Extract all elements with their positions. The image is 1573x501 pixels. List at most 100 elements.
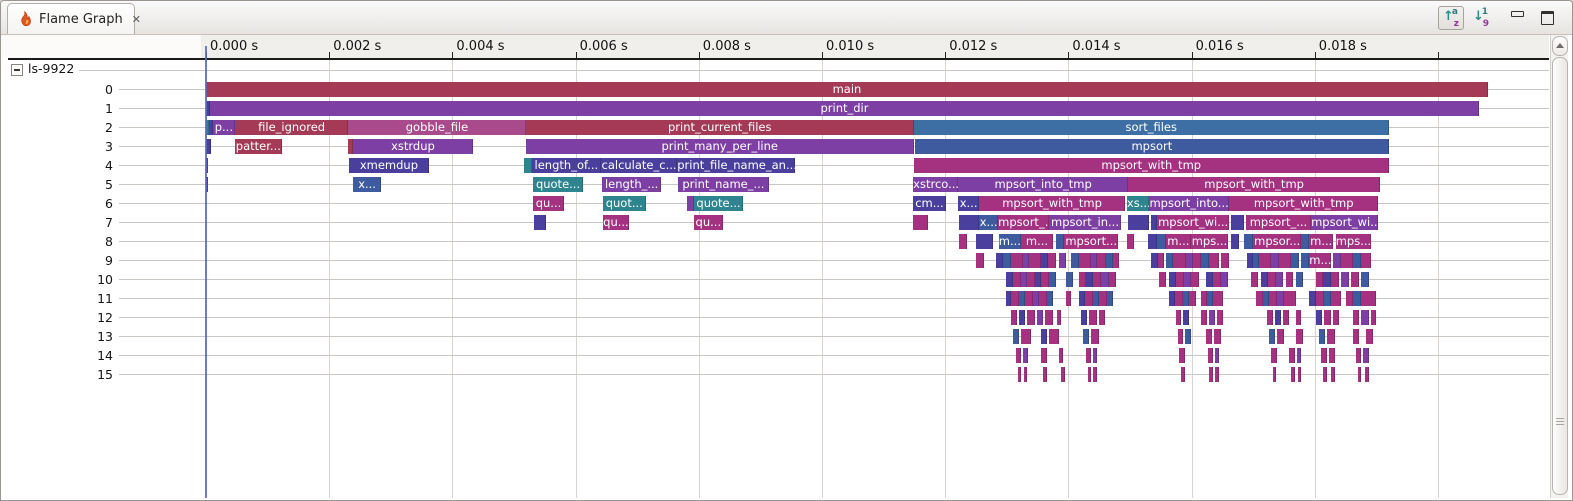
flame-bar[interactable] xyxy=(1041,272,1050,287)
flame-bar-p[interactable]: p... xyxy=(212,120,235,135)
flame-bar[interactable] xyxy=(1046,291,1053,306)
flame-bar-print_current_files[interactable]: print_current_files xyxy=(525,120,914,135)
flame-bar[interactable] xyxy=(1028,253,1042,268)
flame-bar[interactable] xyxy=(1221,272,1228,287)
flame-bar[interactable] xyxy=(1208,310,1215,325)
flame-bar[interactable] xyxy=(1093,367,1097,382)
flame-bar-mpsort[interactable]: mpsort xyxy=(915,139,1389,154)
flame-bar[interactable] xyxy=(1284,291,1296,306)
flame-bar[interactable] xyxy=(1285,272,1294,287)
depth-label-1[interactable]: 1 xyxy=(105,101,113,116)
flame-bar[interactable] xyxy=(206,101,210,116)
flame-bar[interactable] xyxy=(1213,291,1223,306)
flame-bar[interactable] xyxy=(1266,310,1273,325)
flame-bar[interactable] xyxy=(1221,253,1230,268)
flame-bar[interactable] xyxy=(209,120,213,135)
flame-bar-cm[interactable]: cm... xyxy=(913,196,946,211)
flame-bar[interactable] xyxy=(1182,291,1190,306)
flame-bar[interactable] xyxy=(206,139,211,154)
depth-label-9[interactable]: 9 xyxy=(105,253,113,268)
depth-label-7[interactable]: 7 xyxy=(105,215,113,230)
flame-bar[interactable] xyxy=(1324,310,1331,325)
flame-bar[interactable] xyxy=(1322,272,1331,287)
flame-bar-mpsort_with_tmp[interactable]: mpsort_with_tmp xyxy=(913,158,1389,173)
flame-bar[interactable] xyxy=(1277,291,1284,306)
flame-bar[interactable] xyxy=(1357,367,1361,382)
flame-bar[interactable] xyxy=(1208,253,1219,268)
flame-bar-mpsort_into[interactable]: mpsort_into... xyxy=(1149,196,1230,211)
flame-bar[interactable] xyxy=(1259,253,1272,268)
maximize-view-button[interactable] xyxy=(1534,6,1560,30)
flame-bar[interactable] xyxy=(1006,291,1012,306)
flame-bar[interactable] xyxy=(1208,367,1214,382)
flame-bar[interactable] xyxy=(1059,253,1066,268)
flame-bar[interactable] xyxy=(1184,272,1191,287)
flame-bar[interactable] xyxy=(1309,291,1317,306)
flame-bar-mps[interactable]: mps... xyxy=(1335,234,1371,249)
flame-bar[interactable] xyxy=(1324,291,1331,306)
flame-bar[interactable] xyxy=(1025,291,1034,306)
flame-bar-qu[interactable]: qu... xyxy=(693,215,723,230)
flame-bar[interactable] xyxy=(1080,310,1087,325)
flame-bar[interactable] xyxy=(1019,310,1026,325)
depth-label-4[interactable]: 4 xyxy=(105,158,113,173)
flame-bar[interactable] xyxy=(1024,367,1028,382)
flame-bar[interactable] xyxy=(1352,253,1361,268)
flame-bar[interactable] xyxy=(1319,329,1326,344)
flame-bar-m[interactable]: m... xyxy=(1020,234,1053,249)
flame-bar[interactable] xyxy=(1216,310,1223,325)
flame-bar-m[interactable]: m... xyxy=(1309,234,1334,249)
flame-bar[interactable] xyxy=(1078,253,1092,268)
flame-bar[interactable] xyxy=(1003,253,1012,268)
flame-bar[interactable] xyxy=(1099,310,1105,325)
flame-bar-length_of[interactable]: length_of... xyxy=(531,158,601,173)
flame-bar[interactable] xyxy=(1277,329,1284,344)
flame-bar-mpsort_with_tmp[interactable]: mpsort_with_tmp xyxy=(1229,196,1379,211)
flame-bar[interactable] xyxy=(1150,253,1158,268)
flame-bar[interactable] xyxy=(1352,310,1360,325)
flame-bar[interactable] xyxy=(1179,348,1185,363)
flame-bar[interactable] xyxy=(1173,253,1187,268)
flame-bar[interactable] xyxy=(1279,253,1291,268)
flame-bar[interactable] xyxy=(1200,291,1207,306)
flame-bar-mpsort_in[interactable]: mpsort_in... xyxy=(1049,215,1121,230)
flame-bar[interactable] xyxy=(1085,291,1094,306)
flame-bar[interactable] xyxy=(1011,291,1020,306)
flame-bar[interactable] xyxy=(1361,272,1369,287)
flame-bar[interactable] xyxy=(206,177,208,192)
scroll-up-button[interactable] xyxy=(1552,36,1568,56)
flame-bar[interactable] xyxy=(1057,310,1061,325)
flame-bar[interactable] xyxy=(1061,367,1065,382)
sort-by-name-button[interactable]: ↑ a z xyxy=(1438,6,1464,30)
flame-bar[interactable] xyxy=(1011,310,1018,325)
flame-bar[interactable] xyxy=(1296,348,1302,363)
flame-bar[interactable] xyxy=(1330,291,1342,306)
flame-bar[interactable] xyxy=(1351,272,1360,287)
flame-bar-x[interactable]: x... xyxy=(353,177,381,192)
flame-bar[interactable] xyxy=(1295,329,1304,344)
flame-bar[interactable] xyxy=(1043,367,1047,382)
flame-bar[interactable] xyxy=(1096,253,1106,268)
depth-label-14[interactable]: 14 xyxy=(97,348,113,363)
flame-bar[interactable] xyxy=(1275,272,1283,287)
flame-bar[interactable] xyxy=(1231,234,1240,249)
depth-label-5[interactable]: 5 xyxy=(105,177,113,192)
flame-bar[interactable] xyxy=(1011,253,1023,268)
flame-bar[interactable] xyxy=(348,139,354,154)
flame-bar[interactable] xyxy=(1033,291,1039,306)
flame-bar-m[interactable]: m... xyxy=(998,234,1021,249)
flame-bar-m[interactable]: m... xyxy=(1309,253,1331,268)
flame-bar[interactable] xyxy=(1027,310,1036,325)
flame-bar[interactable] xyxy=(1361,291,1376,306)
flame-bar[interactable] xyxy=(1044,310,1053,325)
flame-bar[interactable] xyxy=(1016,348,1021,363)
flame-bar[interactable] xyxy=(1215,348,1220,363)
depth-label-6[interactable]: 6 xyxy=(105,196,113,211)
flame-bar[interactable] xyxy=(1019,291,1026,306)
flame-bar[interactable] xyxy=(1078,291,1086,306)
tab-close-icon[interactable]: ✕ xyxy=(131,12,141,26)
flame-bar-mpsort_wi[interactable]: mpsort_wi... xyxy=(1157,215,1230,230)
flame-bar[interactable] xyxy=(1295,272,1304,287)
flame-bar[interactable] xyxy=(1341,272,1350,287)
flame-bar[interactable] xyxy=(1070,253,1079,268)
